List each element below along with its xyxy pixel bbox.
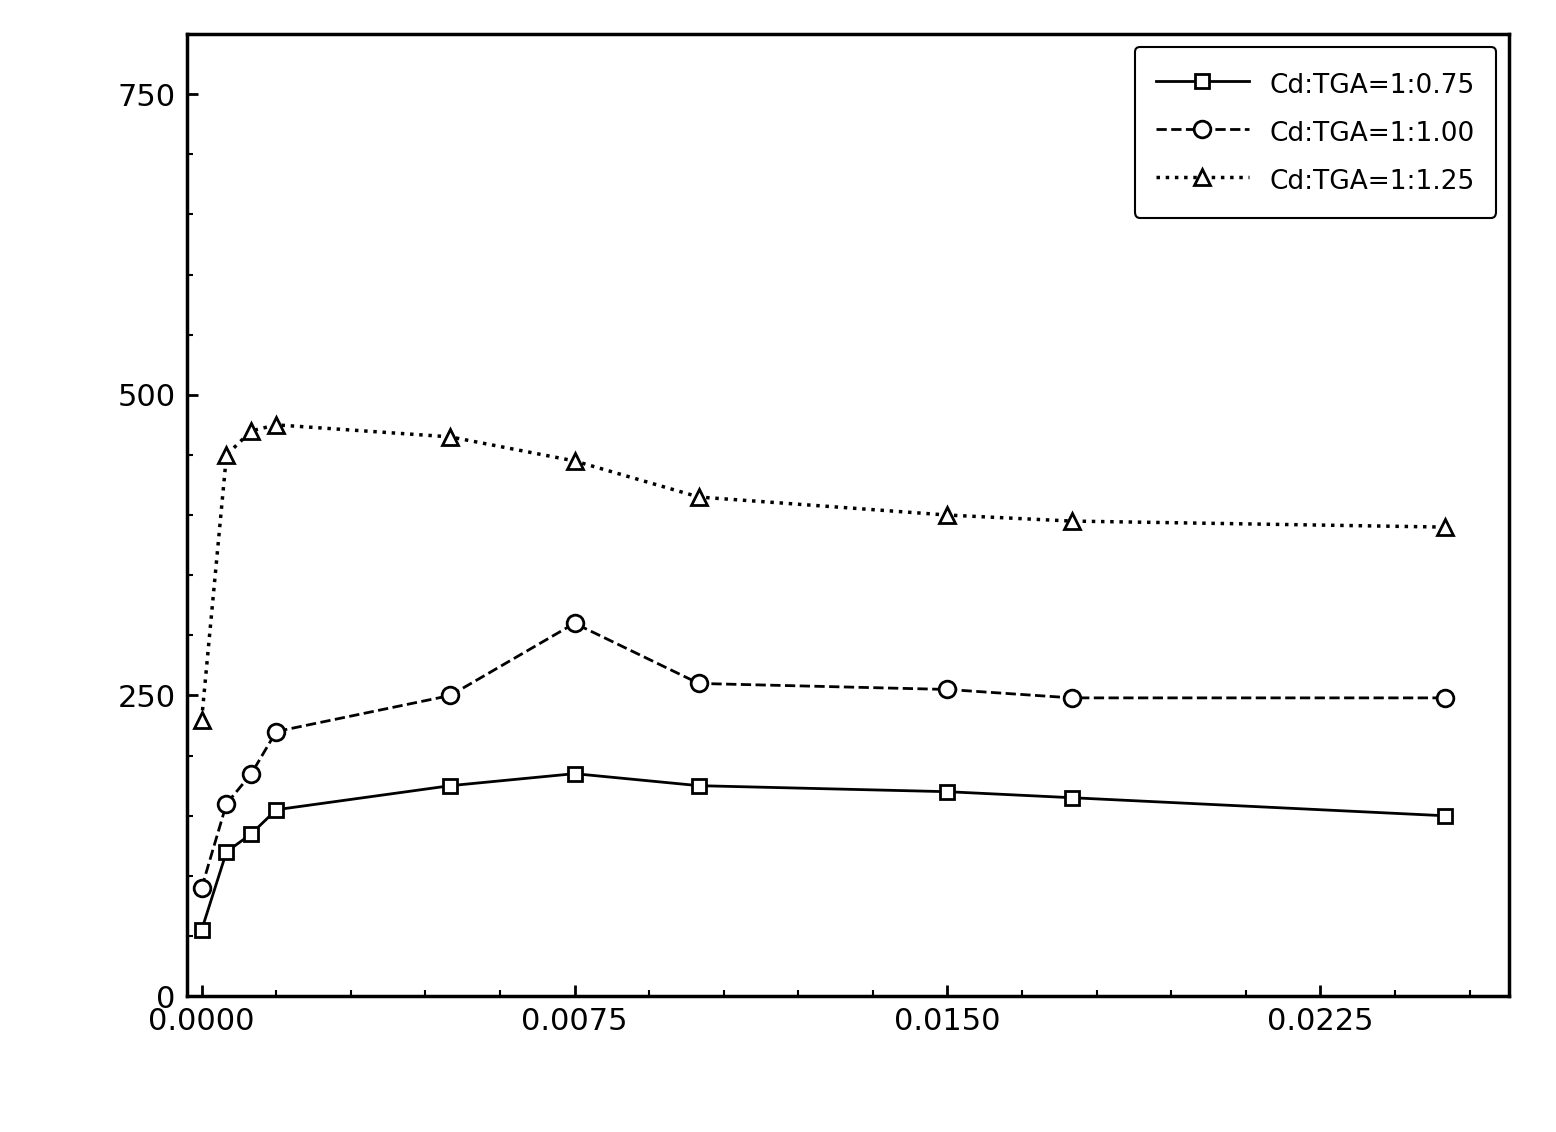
Line: Cd:TGA=1:1.00: Cd:TGA=1:1.00 — [193, 615, 1453, 897]
Cd:TGA=1:0.75 — [1435, 809, 1453, 823]
Cd:TGA=1:1.25 — [689, 490, 708, 504]
Line: Cd:TGA=1:0.75: Cd:TGA=1:0.75 — [194, 766, 1452, 937]
Cd:TGA=1:0.75 — [938, 784, 957, 798]
Cd:TGA=1:1.00 — [243, 766, 261, 780]
Cd:TGA=1:1.25 — [938, 508, 957, 522]
Cd:TGA=1:1.00 — [440, 688, 459, 702]
Cd:TGA=1:0.75 — [1063, 791, 1081, 805]
Cd:TGA=1:1.25 — [243, 424, 261, 438]
Cd:TGA=1:1.25 — [193, 713, 212, 727]
Line: Cd:TGA=1:1.25: Cd:TGA=1:1.25 — [193, 417, 1453, 728]
Cd:TGA=1:1.00 — [218, 797, 237, 811]
Cd:TGA=1:0.75 — [268, 803, 286, 816]
Cd:TGA=1:0.75 — [689, 779, 708, 792]
Cd:TGA=1:1.25 — [1435, 521, 1453, 534]
Cd:TGA=1:1.00 — [938, 683, 957, 696]
Cd:TGA=1:1.00 — [1435, 691, 1453, 704]
Cd:TGA=1:0.75 — [565, 766, 584, 780]
Cd:TGA=1:1.00 — [565, 617, 584, 631]
Cd:TGA=1:1.00 — [689, 677, 708, 691]
Legend: Cd:TGA=1:0.75, Cd:TGA=1:1.00, Cd:TGA=1:1.25: Cd:TGA=1:0.75, Cd:TGA=1:1.00, Cd:TGA=1:1… — [1136, 48, 1497, 217]
Cd:TGA=1:1.25 — [565, 454, 584, 468]
Cd:TGA=1:1.25 — [440, 430, 459, 444]
Cd:TGA=1:1.25 — [1063, 514, 1081, 528]
Cd:TGA=1:0.75 — [218, 844, 237, 859]
Cd:TGA=1:1.00 — [193, 881, 212, 894]
Cd:TGA=1:0.75 — [193, 924, 212, 937]
Cd:TGA=1:1.25 — [218, 448, 237, 462]
Cd:TGA=1:1.00 — [268, 724, 286, 738]
Cd:TGA=1:1.25 — [268, 418, 286, 431]
Cd:TGA=1:0.75 — [243, 827, 261, 841]
Cd:TGA=1:1.00 — [1063, 691, 1081, 704]
Cd:TGA=1:0.75 — [440, 779, 459, 792]
